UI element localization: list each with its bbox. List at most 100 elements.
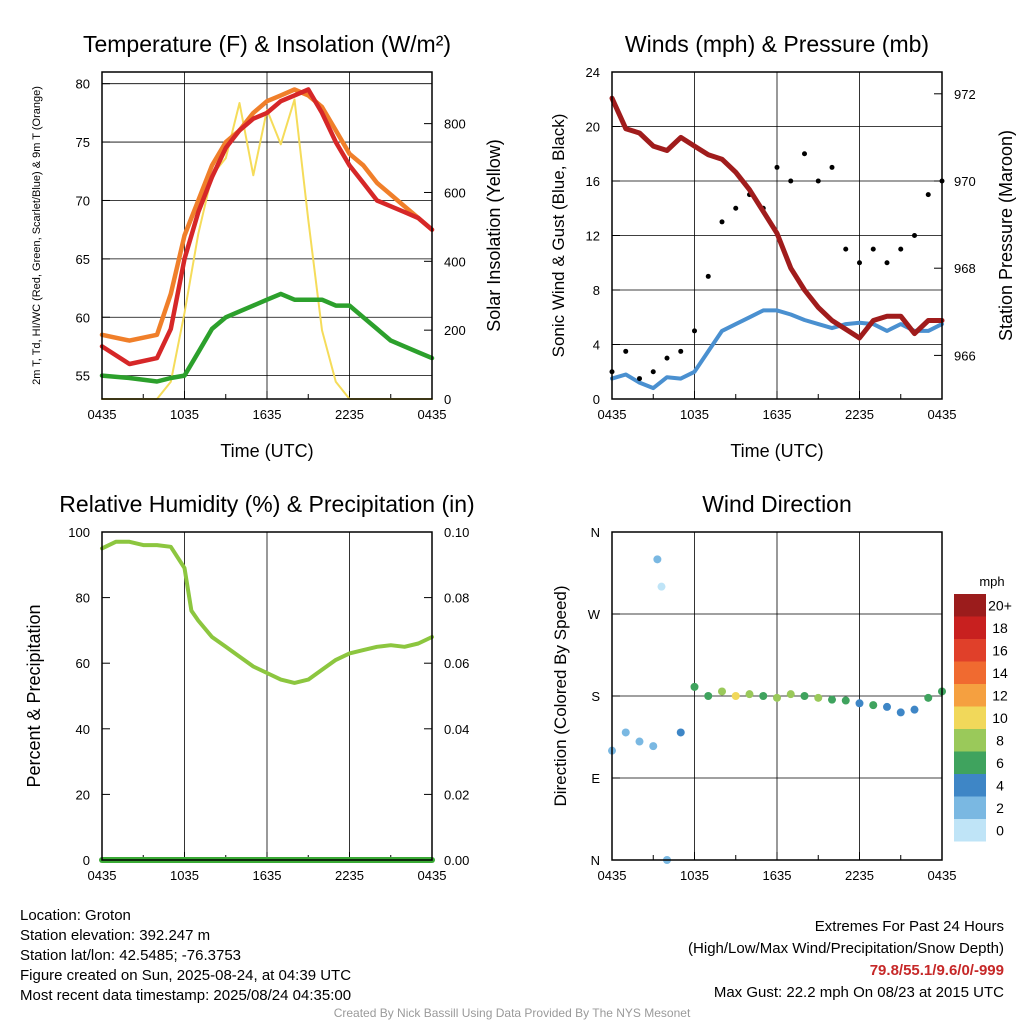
- direction-point: [704, 692, 713, 700]
- legend-label: 20+: [988, 597, 1012, 613]
- legend-swatch: [954, 639, 986, 662]
- x-tick-label: 1635: [253, 868, 282, 883]
- legend-label: 12: [992, 687, 1008, 703]
- y-tick-label: 100: [68, 525, 90, 540]
- y-axis-label: Percent & Precipitation: [24, 604, 44, 787]
- wind-speed-series: [610, 308, 944, 391]
- dewpoint-series: [99, 291, 435, 384]
- direction-point: [814, 693, 823, 702]
- direction-point: [841, 696, 850, 705]
- chart-title: Winds (mph) & Pressure (mb): [625, 31, 929, 57]
- location-text: Location: Groton: [20, 907, 131, 924]
- legend-swatch: [954, 594, 986, 617]
- plot-frame: [101, 531, 433, 861]
- extremes-subtitle: (High/Low/Max Wind/Precipitation/Snow De…: [688, 940, 1004, 957]
- latlon-text: Station lat/lon: 42.5485; -76.3753: [20, 947, 242, 964]
- y-tick-label: 80: [76, 77, 90, 92]
- gust-point: [733, 205, 739, 211]
- gust-point: [898, 246, 904, 252]
- gust-point: [870, 246, 876, 252]
- direction-point: [718, 687, 726, 696]
- x-tick-label: 1635: [253, 407, 282, 422]
- extremes-box: Extremes For Past 24 Hours (High/Low/Max…: [688, 916, 1004, 1004]
- y-tick-label: 0: [593, 392, 600, 407]
- x-tick-label: 0435: [928, 868, 957, 883]
- y-axis-label: Direction (Colored By Speed): [551, 585, 570, 806]
- x-tick-label: 2235: [335, 868, 364, 883]
- legend-swatch: [954, 706, 986, 729]
- legend-label: 4: [996, 777, 1004, 793]
- elevation-text: Station elevation: 392.247 m: [20, 927, 211, 944]
- gust-point: [815, 178, 821, 184]
- x-tick-label: 1035: [170, 868, 199, 883]
- y-tick-label: 8: [593, 283, 600, 298]
- legend-swatch: [954, 819, 986, 842]
- y-right-tick-label: 972: [954, 87, 976, 102]
- gust-point: [774, 164, 780, 170]
- temp-9m-series: [99, 87, 435, 343]
- y-tick-label: E: [591, 771, 600, 786]
- x-tick-label: 0435: [418, 407, 447, 422]
- gust-point: [802, 151, 807, 157]
- extremes-values: 79.8/55.1/9.6/0/-999: [869, 962, 1004, 979]
- gust-point: [857, 260, 862, 266]
- temp-2m-series: [99, 87, 435, 367]
- extremes-title: Extremes For Past 24 Hours: [814, 918, 1004, 935]
- x-tick-label: 0435: [598, 868, 627, 883]
- direction-point: [731, 692, 740, 700]
- legend-swatch: [954, 796, 986, 819]
- gust-point: [719, 219, 725, 225]
- y-tick-label: 40: [76, 722, 90, 737]
- gust-point: [705, 273, 711, 279]
- y-right-tick-label: 966: [954, 348, 976, 363]
- gust-point: [925, 192, 931, 198]
- x-tick-label: 1635: [763, 407, 792, 422]
- legend-swatch: [954, 729, 986, 752]
- legend-label: 14: [992, 665, 1008, 681]
- y-right-tick-label: 400: [444, 254, 466, 269]
- y-tick-label: S: [591, 689, 600, 704]
- x-tick-label: 0435: [88, 407, 117, 422]
- y-right-tick-label: 0.08: [444, 591, 469, 606]
- y-right-tick-label: 200: [444, 323, 466, 338]
- legend-label: 2: [996, 800, 1004, 816]
- y-right-axis-label: Station Pressure (Maroon): [996, 130, 1016, 341]
- humidity-series: [100, 539, 434, 685]
- y-axis-label: Sonic Wind & Gust (Blue, Black): [549, 114, 568, 358]
- legend-label: 16: [992, 642, 1008, 658]
- y-right-tick-label: 0: [444, 392, 451, 407]
- y-tick-label: 24: [586, 65, 600, 80]
- gust-point: [843, 246, 849, 252]
- direction-point: [883, 702, 891, 711]
- direction-point: [828, 695, 836, 704]
- chart-title: Wind Direction: [702, 491, 852, 517]
- plot-frame: [101, 71, 433, 400]
- y-right-tick-label: 0.04: [444, 722, 469, 737]
- direction-point: [635, 737, 644, 746]
- y-axis-label: 2m T, Td, HI/WC (Red, Green, Scarlet/Blu…: [31, 86, 43, 385]
- direction-point: [869, 701, 878, 710]
- gust-point: [678, 348, 684, 354]
- gust-point: [884, 260, 890, 266]
- y-right-tick-label: 968: [954, 261, 976, 276]
- y-tick-label: 80: [76, 591, 90, 606]
- y-tick-label: 60: [76, 310, 90, 325]
- gust-point: [788, 178, 794, 184]
- y-tick-label: 4: [593, 338, 600, 353]
- pressure-series: [609, 95, 945, 341]
- x-tick-label: 2235: [845, 868, 874, 883]
- y-tick-label: 0: [83, 853, 90, 868]
- plot-frame: [611, 531, 943, 861]
- direction-point: [621, 728, 630, 737]
- y-right-tick-label: 0.10: [444, 525, 469, 540]
- recent-data-text: Most recent data timestamp: 2025/08/24 0…: [20, 987, 352, 1004]
- legend-label: 0: [996, 822, 1004, 838]
- y-right-tick-label: 800: [444, 117, 466, 132]
- direction-point: [800, 692, 809, 700]
- direction-point: [676, 728, 685, 737]
- direction-point: [855, 699, 864, 708]
- gust-point: [912, 233, 917, 238]
- legend-label: 18: [992, 620, 1008, 636]
